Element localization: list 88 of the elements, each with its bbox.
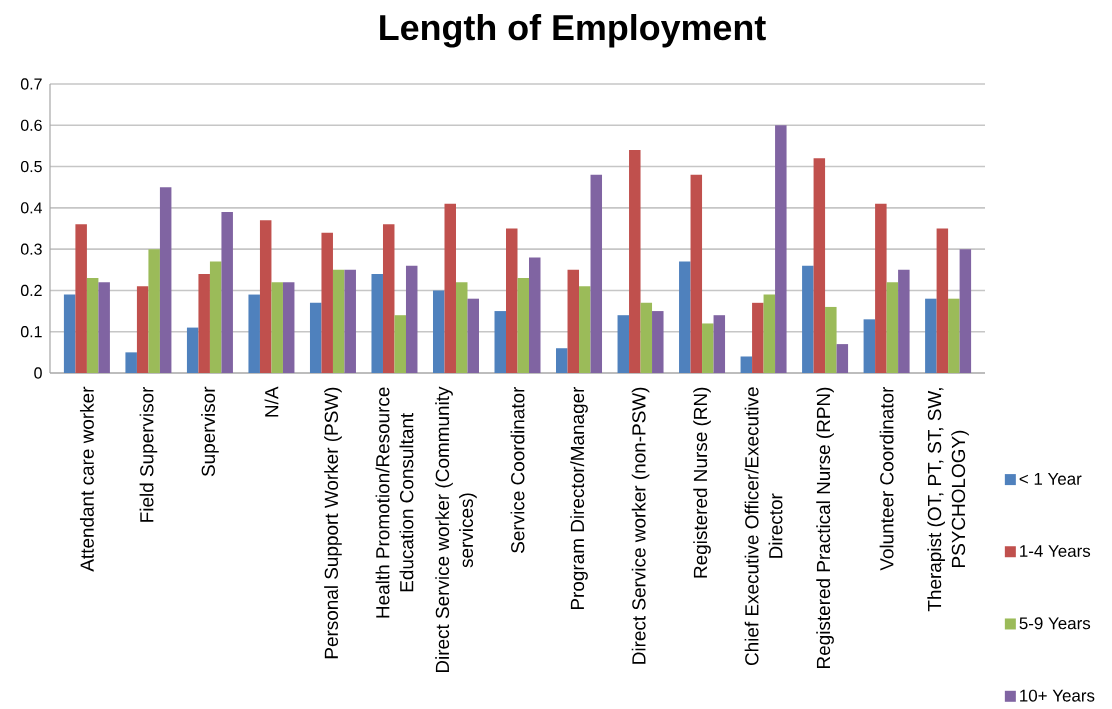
bar (382, 224, 395, 373)
x-tick-label: Supervisor (201, 386, 219, 477)
bar (444, 203, 456, 373)
bar (640, 302, 653, 373)
bar (556, 348, 568, 373)
bar (282, 282, 295, 373)
bar (63, 294, 76, 373)
bar (629, 150, 641, 373)
bar (344, 269, 356, 373)
x-tick-label: Personal Support Worker (PSW) (324, 387, 342, 659)
bar (590, 174, 603, 373)
bar (825, 306, 837, 373)
bar (652, 311, 664, 373)
bar (309, 302, 322, 373)
bar (259, 220, 272, 373)
y-tick-label: 0.3 (20, 243, 42, 255)
y-tick-label: 0.4 (20, 202, 43, 214)
x-tick-label: Health Promotion/Resource Education Consultant (375, 387, 414, 618)
bar (752, 302, 764, 373)
bar (567, 269, 580, 373)
bar (936, 228, 949, 373)
bar (198, 273, 210, 373)
bar (740, 356, 753, 373)
bar (925, 298, 937, 373)
bar (148, 249, 160, 373)
bar (321, 232, 333, 373)
bar (702, 323, 714, 373)
bar (125, 352, 137, 373)
x-tick-label: Field Supervisor (139, 386, 158, 522)
bar (886, 282, 899, 373)
x-tick-label: Therapist (OT, PT, ST, SW, PSYCHOLOGY) (927, 388, 969, 612)
y-tick-label: 0.5 (20, 160, 42, 173)
bar (517, 278, 529, 373)
bar (371, 273, 383, 373)
x-tick-label: Registered Nurse (RN) (693, 387, 711, 578)
bar (98, 282, 110, 373)
bar (813, 158, 826, 373)
x-tick-label: Volunteer Coordinator (879, 386, 894, 571)
chart-title: Length of Employment (380, 14, 766, 48)
bar (763, 294, 776, 373)
bar (679, 261, 691, 373)
bar (898, 269, 910, 373)
bar (248, 294, 260, 373)
bar (86, 278, 99, 373)
x-tick-label: N/A (264, 386, 279, 417)
x-tick-label: Attendant care worker (79, 386, 94, 572)
bar (802, 265, 814, 373)
bar (394, 315, 406, 373)
bar (863, 319, 876, 373)
bar (271, 282, 283, 373)
legend-label: 1-4 Years (1020, 545, 1091, 557)
y-tick-label: 0.1 (20, 326, 42, 338)
y-tick-label: 0.7 (20, 78, 42, 90)
bar (617, 315, 630, 373)
y-tick-label: 0.6 (20, 119, 42, 131)
bar (186, 327, 199, 373)
legend-label: < 1 Year (1019, 473, 1082, 485)
bar (432, 290, 445, 373)
bar (713, 315, 726, 373)
legend-label: 10+ Years (1020, 689, 1095, 702)
bar (948, 298, 960, 373)
bar (467, 298, 479, 373)
bar (209, 261, 222, 373)
bar (455, 282, 468, 373)
bar (959, 249, 972, 373)
y-tick-label: 0.2 (20, 284, 42, 297)
bar (506, 228, 518, 373)
x-tick-label: Direct Service worker (non-PSW) (631, 387, 650, 664)
bar (529, 257, 541, 373)
bar (221, 211, 233, 373)
bar (836, 344, 849, 373)
x-tick-label: Program Director/Manager (570, 386, 588, 610)
legend-label: 5-9 Years (1019, 617, 1091, 630)
x-tick-label: Direct Service worker (Community services) (435, 386, 477, 673)
bar (775, 125, 787, 373)
y-tick-label: 0 (34, 367, 42, 379)
x-tick-label: Service Coordinator (510, 386, 525, 553)
bar (405, 265, 418, 373)
bar (332, 269, 345, 373)
bar (875, 203, 887, 373)
x-tick-label: Registered Practical Nurse (RPN) (816, 387, 834, 668)
x-tick-label: Chief Executive Officer/Executive Director (744, 387, 783, 666)
bar (75, 224, 87, 373)
bar (494, 311, 506, 373)
bar (579, 286, 591, 373)
bar (159, 187, 172, 373)
bar (136, 286, 149, 373)
bar (690, 174, 703, 373)
